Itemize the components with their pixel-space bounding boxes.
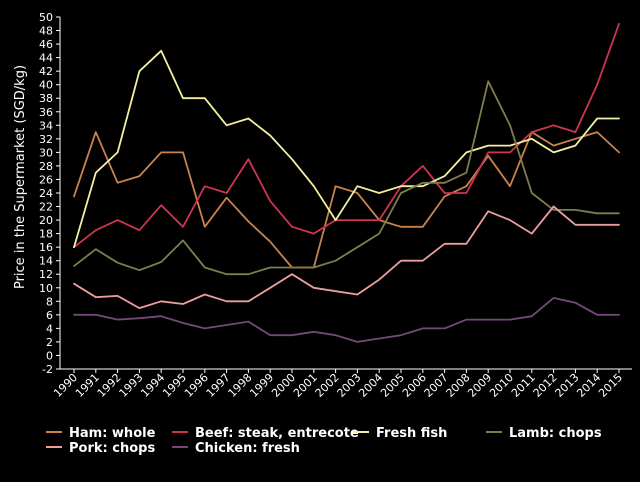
y-tick-label: 4	[46, 322, 53, 335]
y-tick-label: 22	[39, 201, 53, 214]
legend-label: Ham: whole	[69, 426, 156, 441]
x-tick-label: 1996	[182, 371, 211, 400]
legend-item-0: Ham: whole	[46, 426, 156, 441]
y-tick-label: 28	[39, 160, 53, 173]
x-tick-label: 1992	[95, 371, 124, 400]
x-axis: 1990199119921993199419951996199719981999…	[51, 368, 632, 400]
y-tick-label: 50	[39, 11, 53, 24]
legend-item-5: Chicken: fresh	[172, 441, 300, 456]
y-axis: -202468101214161820222426283032343638404…	[39, 11, 61, 376]
x-tick-label: 1999	[247, 371, 276, 400]
x-tick-label: 2006	[400, 371, 429, 400]
x-tick-label: 2007	[422, 371, 451, 400]
series-layer	[73, 22, 620, 343]
legend-label: Beef: steak, entrecote	[195, 426, 359, 441]
y-tick-label: 46	[39, 38, 53, 51]
y-tick-label: 44	[39, 52, 53, 65]
x-tick-label: 2000	[269, 371, 298, 400]
y-tick-label: 18	[39, 228, 53, 241]
x-tick-label: 2008	[444, 371, 473, 400]
y-tick-label: 14	[39, 255, 53, 268]
x-tick-label: 2015	[596, 371, 625, 400]
y-tick-label: 38	[39, 92, 53, 105]
x-tick-label: 2005	[378, 371, 407, 400]
x-tick-label: 2014	[574, 371, 603, 400]
y-tick-label: 20	[39, 214, 53, 227]
y-tick-label: 6	[46, 309, 53, 322]
x-tick-label: 1990	[51, 371, 80, 400]
x-tick-label: 1995	[160, 371, 189, 400]
y-tick-label: 24	[39, 187, 53, 200]
y-tick-label: 10	[39, 282, 53, 295]
legend: Ham: whole Beef: steak, entrecote Fresh fi…	[46, 426, 602, 456]
legend-label: Lamb: chops	[509, 426, 602, 441]
x-tick-label: 2013	[553, 371, 582, 400]
y-tick-label: 8	[46, 295, 53, 308]
x-tick-label: 2010	[487, 371, 516, 400]
y-tick-label: 36	[39, 106, 53, 119]
x-tick-label: 2001	[291, 371, 320, 400]
y-tick-label: 16	[39, 241, 53, 254]
y-tick-label: -2	[42, 363, 53, 376]
y-tick-label: 32	[39, 133, 53, 146]
y-tick-label: 42	[39, 65, 53, 78]
series-line-0	[73, 131, 620, 269]
legend-label: Pork: chops	[69, 441, 155, 456]
x-tick-label: 1993	[117, 371, 146, 400]
x-tick-label: 2011	[509, 371, 538, 400]
series-line-1	[73, 22, 620, 249]
series-line-2	[73, 49, 620, 249]
legend-item-2: Fresh fish	[353, 426, 447, 441]
series-line-3	[73, 80, 620, 276]
x-tick-label: 2012	[531, 371, 560, 400]
y-tick-label: 12	[39, 268, 53, 281]
legend-item-4: Pork: chops	[46, 441, 155, 456]
x-tick-label: 2004	[356, 371, 385, 400]
x-tick-label: 2009	[465, 371, 494, 400]
series-line-5	[73, 296, 620, 343]
x-tick-label: 2002	[313, 371, 342, 400]
x-tick-label: 1994	[138, 371, 167, 400]
x-tick-label: 2003	[335, 371, 364, 400]
y-tick-label: 2	[46, 336, 53, 349]
y-tick-label: 40	[39, 79, 53, 92]
legend-label: Fresh fish	[376, 426, 447, 441]
series-line-4	[73, 205, 620, 310]
x-tick-label: 1997	[204, 371, 233, 400]
x-tick-label: 1998	[226, 371, 255, 400]
y-tick-label: 30	[39, 146, 53, 159]
y-axis-title: Price in the Supermarket (SGD/kg)	[13, 65, 28, 289]
y-tick-label: 34	[39, 119, 53, 132]
y-tick-label: 48	[39, 25, 53, 38]
y-tick-label: 26	[39, 173, 53, 186]
legend-item-1: Beef: steak, entrecote	[172, 426, 359, 441]
legend-label: Chicken: fresh	[195, 441, 300, 456]
x-tick-label: 1991	[73, 371, 102, 400]
y-tick-label: 0	[46, 349, 53, 362]
legend-item-3: Lamb: chops	[486, 426, 602, 441]
